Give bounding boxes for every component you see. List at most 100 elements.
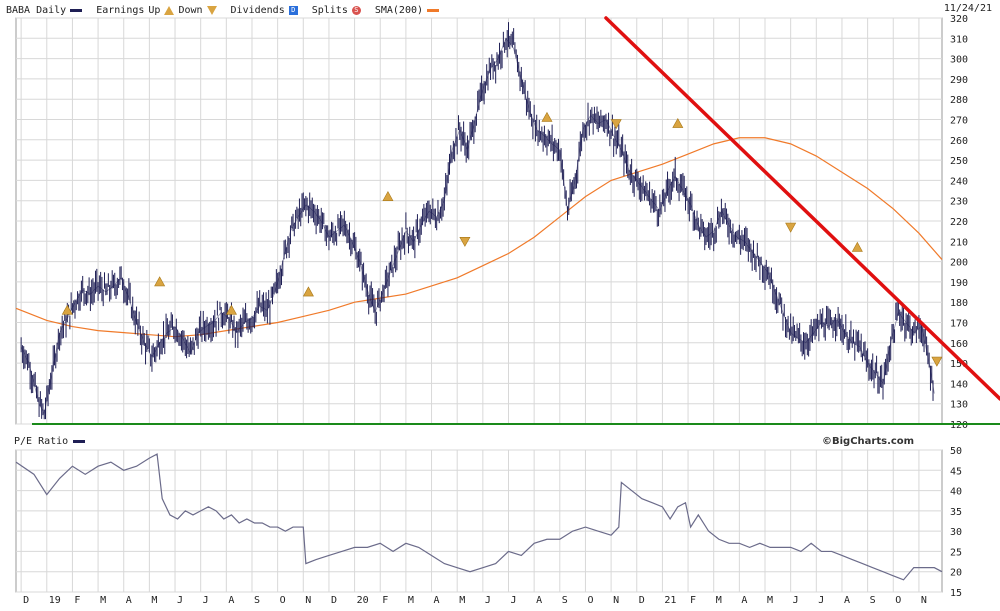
- x-tick-label: M: [767, 595, 773, 606]
- x-tick-label: M: [459, 595, 465, 606]
- pe-y-tick-label: 45: [950, 466, 962, 477]
- downtrend-line: [604, 16, 1000, 401]
- pe-y-tick-label: 50: [950, 446, 962, 457]
- x-tick-label: A: [741, 595, 747, 606]
- earnings-up-icon: [672, 117, 684, 128]
- splits-label: Splits: [311, 4, 348, 16]
- price-y-tick-label: 180: [950, 298, 968, 309]
- x-tick-label: D: [331, 595, 337, 606]
- x-tick-label: J: [793, 595, 799, 606]
- sma-line-swatch: [427, 8, 440, 12]
- price-y-tick-label: 210: [950, 237, 968, 248]
- price-y-tick-label: 190: [950, 278, 968, 289]
- earnings-up-icon: [225, 304, 237, 315]
- dividends-label: Dividends: [230, 4, 285, 16]
- x-tick-label: J: [203, 595, 209, 606]
- sma-label: SMA(200): [374, 4, 424, 16]
- pe-y-tick-label: 20: [950, 568, 962, 579]
- price-y-tick-label: 320: [950, 14, 968, 25]
- earnings-label: Earnings: [96, 4, 145, 16]
- x-tick-label: D: [23, 595, 29, 606]
- x-tick-label: O: [280, 595, 286, 606]
- price-y-tick-label: 300: [950, 55, 968, 66]
- earnings-up-label: Up: [148, 4, 161, 16]
- chart-date: 11/24/21: [943, 3, 992, 14]
- x-tick-label: A: [536, 595, 542, 606]
- price-y-tick-label: 160: [950, 339, 968, 350]
- dividend-icon: D: [288, 5, 298, 15]
- pe-ratio-line: [15, 453, 943, 581]
- price-y-tick-label: 290: [950, 75, 968, 86]
- x-tick-label: J: [485, 595, 491, 606]
- x-tick-label: N: [613, 595, 619, 606]
- price-y-tick-label: 150: [950, 359, 968, 370]
- x-tick-label: J: [177, 595, 183, 606]
- pe-y-tick-label: 15: [950, 588, 962, 599]
- price-y-tick-label: 310: [950, 34, 968, 45]
- x-tick-label: 19: [49, 595, 61, 606]
- x-tick-label: A: [126, 595, 132, 606]
- x-tick-label: M: [716, 595, 722, 606]
- price-y-tick-label: 200: [950, 258, 968, 269]
- pe-y-tick-label: 40: [950, 487, 962, 498]
- x-tick-label: M: [408, 595, 414, 606]
- earnings-down-icon: [610, 119, 622, 130]
- x-tick-label: F: [382, 595, 388, 606]
- price-y-tick-label: 270: [950, 116, 968, 127]
- legend-dividends: Dividends D: [231, 5, 298, 16]
- x-tick-label: J: [510, 595, 516, 606]
- price-line-swatch: [70, 8, 83, 12]
- pe-panel-legend: P/E Ratio: [14, 436, 86, 447]
- bigcharts-credit: ©BigCharts.com: [822, 436, 915, 447]
- x-tick-label: S: [562, 595, 568, 606]
- split-icon: S: [351, 5, 361, 15]
- earnings-down-icon: [785, 222, 797, 233]
- price-y-tick-label: 250: [950, 156, 968, 167]
- pe-panel-frame: [15, 449, 943, 593]
- price-y-tick-label: 230: [950, 197, 968, 208]
- x-tick-label: 21: [664, 595, 676, 606]
- x-tick-label: D: [639, 595, 645, 606]
- price-y-tick-label: 170: [950, 319, 968, 330]
- pe-y-tick-label: 25: [950, 547, 962, 558]
- pe-label: P/E Ratio: [14, 436, 69, 447]
- earnings-up-icon: [164, 5, 175, 15]
- price-y-tick-label: 130: [950, 400, 968, 411]
- x-tick-label: S: [870, 595, 876, 606]
- symbol-label: BABA Daily: [6, 4, 67, 16]
- legend-price: BABA Daily: [6, 4, 83, 16]
- pe-line-swatch: [73, 440, 86, 443]
- earnings-down-icon: [206, 5, 217, 15]
- x-tick-label: A: [844, 595, 850, 606]
- earnings-down-label: Down: [178, 4, 203, 16]
- x-tick-label: A: [228, 595, 234, 606]
- x-tick-label: N: [921, 595, 927, 606]
- price-y-tick-label: 280: [950, 95, 968, 106]
- x-tick-label: S: [254, 595, 260, 606]
- earnings-up-icon: [851, 241, 863, 252]
- earnings-up-icon: [154, 276, 166, 287]
- legend-sma: SMA(200): [374, 4, 440, 16]
- earnings-up-icon: [382, 191, 394, 201]
- x-tick-label: 20: [357, 595, 369, 606]
- x-tick-label: A: [434, 595, 440, 606]
- price-y-tick-label: 220: [950, 217, 968, 228]
- earnings-down-icon: [459, 237, 471, 247]
- x-tick-label: N: [305, 595, 311, 606]
- legend-earnings: Earnings Up Down: [96, 4, 217, 16]
- pe-y-tick-label: 35: [950, 507, 962, 518]
- x-tick-label: F: [690, 595, 696, 606]
- x-tick-label: J: [818, 595, 824, 606]
- x-tick-label: O: [587, 595, 593, 606]
- earnings-down-icon: [931, 356, 943, 367]
- x-tick-label: F: [74, 595, 80, 606]
- price-y-tick-label: 140: [950, 379, 968, 390]
- chart-header-legend: BABA Daily Earnings Up Down Dividends D …: [6, 3, 440, 17]
- legend-splits: Splits S: [312, 5, 361, 16]
- x-tick-label: M: [100, 595, 106, 606]
- x-tick-label: O: [895, 595, 901, 606]
- price-y-tick-label: 260: [950, 136, 968, 147]
- earnings-up-icon: [541, 111, 553, 122]
